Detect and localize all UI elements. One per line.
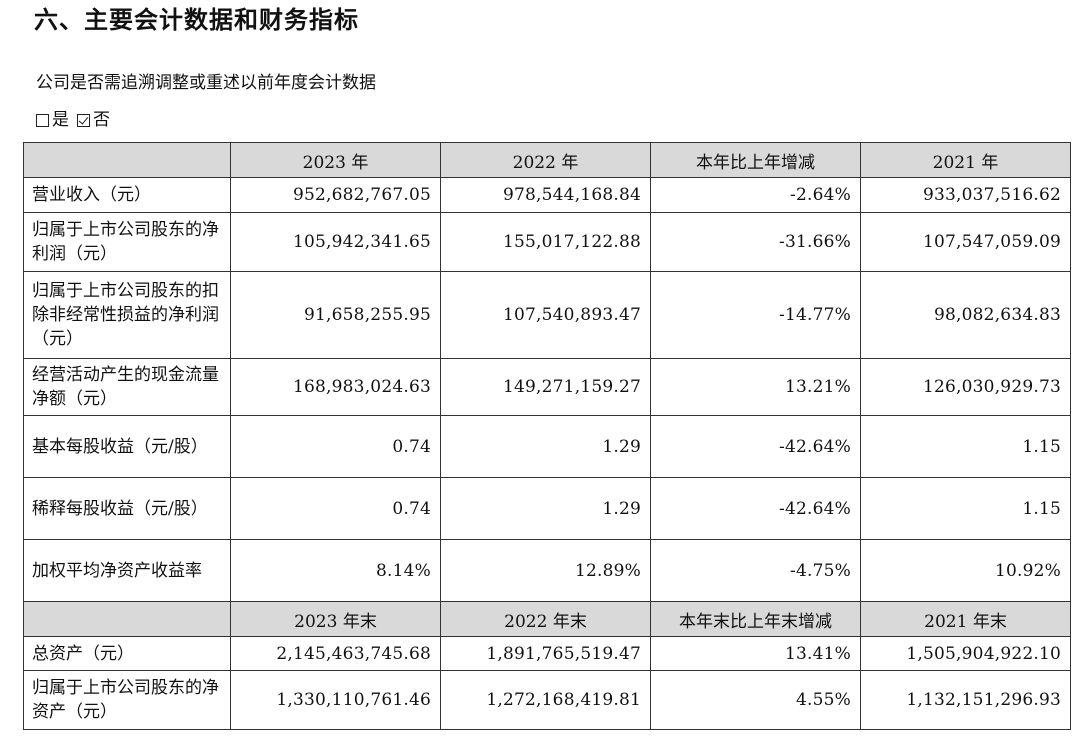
value-cell: -2.64%	[650, 177, 861, 213]
value-cell: 0.74	[230, 415, 441, 478]
table-row: 归属于上市公司股东的净资产（元） 1,330,110,761.46 1,272,…	[23, 670, 1071, 730]
value-cell: 155,017,122.88	[440, 212, 651, 272]
value-cell: 1,505,904,922.10	[860, 636, 1071, 671]
row-label: 加权平均净资产收益率	[23, 539, 231, 602]
row-label: 归属于上市公司股东的净资产（元）	[23, 670, 231, 730]
value-cell: 4.55%	[650, 670, 861, 730]
value-cell: 98,082,634.83	[860, 271, 1071, 359]
value-cell: 91,658,255.95	[230, 271, 441, 359]
table-row: 基本每股收益（元/股） 0.74 1.29 -42.64% 1.15	[23, 415, 1071, 478]
header-cell: 2022 年	[440, 142, 651, 178]
option-yes[interactable]: 是	[36, 107, 69, 133]
table-header-row: 2023 年 2022 年 本年比上年增减 2021 年	[23, 142, 1071, 178]
header-corner-cell	[23, 142, 231, 178]
value-cell: -4.75%	[650, 539, 861, 602]
value-cell: -14.77%	[650, 271, 861, 359]
row-label: 稀释每股收益（元/股）	[23, 477, 231, 540]
row-label: 归属于上市公司股东的扣除非经常性损益的净利润（元）	[23, 271, 231, 359]
table-row: 加权平均净资产收益率 8.14% 12.89% -4.75% 10.92%	[23, 539, 1071, 602]
row-label: 营业收入（元）	[23, 177, 231, 213]
value-cell: 10.92%	[860, 539, 1071, 602]
value-cell: 1.15	[860, 415, 1071, 478]
value-cell: 168,983,024.63	[230, 358, 441, 416]
value-cell: 1,272,168,419.81	[440, 670, 651, 730]
restatement-options: 是 否	[36, 107, 118, 133]
section-heading: 六、主要会计数据和财务指标	[34, 6, 359, 34]
row-label: 基本每股收益（元/股）	[23, 415, 231, 478]
checkbox-checked-icon	[77, 113, 90, 127]
table-row: 总资产（元） 2,145,463,745.68 1,891,765,519.47…	[23, 636, 1071, 671]
row-label: 总资产（元）	[23, 636, 231, 671]
value-cell: 1.15	[860, 477, 1071, 540]
value-cell: 2,145,463,745.68	[230, 636, 441, 671]
table-row: 经营活动产生的现金流量净额（元） 168,983,024.63 149,271,…	[23, 358, 1071, 416]
checkbox-unchecked-icon	[36, 113, 49, 127]
header-cell: 2021 年末	[860, 601, 1071, 637]
value-cell: 107,547,059.09	[860, 212, 1071, 272]
value-cell: 952,682,767.05	[230, 177, 441, 213]
value-cell: 105,942,341.65	[230, 212, 441, 272]
header-cell: 2023 年末	[230, 601, 441, 637]
table-header-row: 2023 年末 2022 年末 本年末比上年末增减 2021 年末	[23, 601, 1071, 637]
option-no[interactable]: 否	[77, 107, 110, 133]
value-cell: 13.41%	[650, 636, 861, 671]
financial-indicators-table: 2023 年 2022 年 本年比上年增减 2021 年 营业收入（元） 952…	[23, 142, 1071, 730]
value-cell: -42.64%	[650, 415, 861, 478]
value-cell: 8.14%	[230, 539, 441, 602]
header-cell: 2022 年末	[440, 601, 651, 637]
table-row: 稀释每股收益（元/股） 0.74 1.29 -42.64% 1.15	[23, 477, 1071, 540]
option-no-label: 否	[93, 110, 110, 130]
value-cell: 1.29	[440, 477, 651, 540]
row-label: 归属于上市公司股东的净利润（元）	[23, 212, 231, 272]
value-cell: 1,132,151,296.93	[860, 670, 1071, 730]
value-cell: 12.89%	[440, 539, 651, 602]
value-cell: 0.74	[230, 477, 441, 540]
header-cell: 本年比上年增减	[650, 142, 861, 178]
table-row: 归属于上市公司股东的净利润（元） 105,942,341.65 155,017,…	[23, 212, 1071, 272]
header-cell: 2023 年	[230, 142, 441, 178]
value-cell: 1,891,765,519.47	[440, 636, 651, 671]
value-cell: 107,540,893.47	[440, 271, 651, 359]
value-cell: 978,544,168.84	[440, 177, 651, 213]
header-corner-cell	[23, 601, 231, 637]
value-cell: 1,330,110,761.46	[230, 670, 441, 730]
value-cell: 1.29	[440, 415, 651, 478]
value-cell: 126,030,929.73	[860, 358, 1071, 416]
value-cell: 149,271,159.27	[440, 358, 651, 416]
table-row: 营业收入（元） 952,682,767.05 978,544,168.84 -2…	[23, 177, 1071, 213]
option-yes-label: 是	[52, 110, 69, 130]
value-cell: -42.64%	[650, 477, 861, 540]
header-cell: 2021 年	[860, 142, 1071, 178]
value-cell: 13.21%	[650, 358, 861, 416]
value-cell: 933,037,516.62	[860, 177, 1071, 213]
row-label: 经营活动产生的现金流量净额（元）	[23, 358, 231, 416]
restatement-question: 公司是否需追溯调整或重述以前年度会计数据	[36, 73, 376, 93]
table-row: 归属于上市公司股东的扣除非经常性损益的净利润（元） 91,658,255.95 …	[23, 271, 1071, 359]
value-cell: -31.66%	[650, 212, 861, 272]
header-cell: 本年末比上年末增减	[650, 601, 861, 637]
